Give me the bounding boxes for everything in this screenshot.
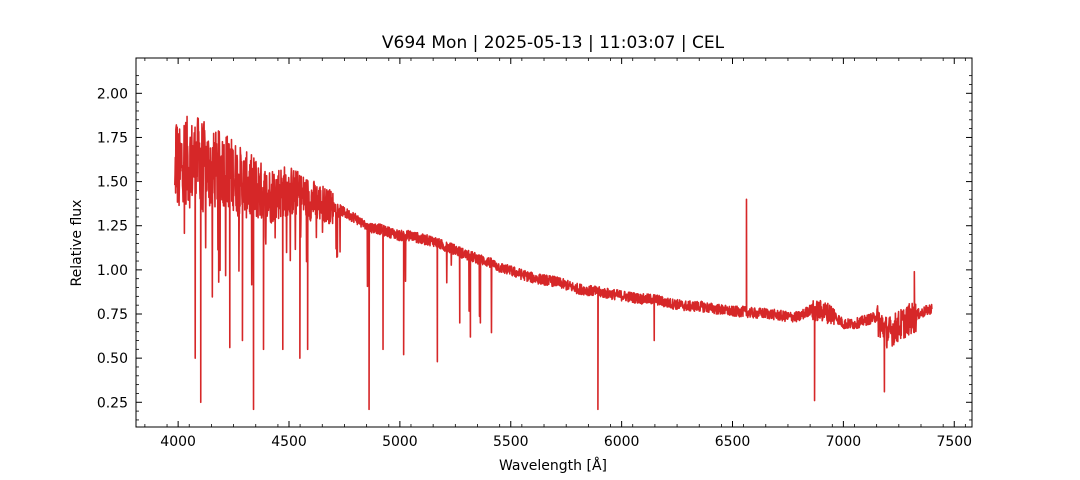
y-tick-label: 1.75 xyxy=(97,130,128,146)
x-tick-label: 5000 xyxy=(382,434,418,450)
x-tick-label: 7000 xyxy=(826,434,862,450)
spectrum-line xyxy=(174,115,933,411)
y-tick-label: 1.25 xyxy=(97,219,128,235)
plot-frame xyxy=(135,57,973,428)
y-axis-title: Relative flux xyxy=(69,200,85,287)
x-tick-label: 4500 xyxy=(271,434,307,450)
plot-area xyxy=(174,115,933,411)
x-tick-label: 6000 xyxy=(604,434,640,450)
y-tick-label: 1.50 xyxy=(97,175,128,191)
x-tick-label: 4000 xyxy=(160,434,196,450)
x-tick-label: 5500 xyxy=(493,434,529,450)
x-tick-label: 7500 xyxy=(936,434,972,450)
x-axis: 4000 4500 5000 5500 6000 6500 7000 7500 xyxy=(144,58,972,450)
y-tick-label: 1.00 xyxy=(97,263,128,279)
y-tick-label: 2.00 xyxy=(97,86,128,102)
x-axis-title: Wavelength [Å] xyxy=(499,457,607,474)
y-tick-label: 0.75 xyxy=(97,307,128,323)
y-axis: 0.25 0.50 0.75 1.00 1.25 1.50 1.75 2.00 xyxy=(97,75,972,421)
y-tick-label: 0.25 xyxy=(97,395,128,411)
chart-title: V694 Mon | 2025-05-13 | 11:03:07 | CEL xyxy=(382,33,725,53)
x-tick-label: 6500 xyxy=(715,434,751,450)
y-tick-label: 0.50 xyxy=(97,351,128,367)
